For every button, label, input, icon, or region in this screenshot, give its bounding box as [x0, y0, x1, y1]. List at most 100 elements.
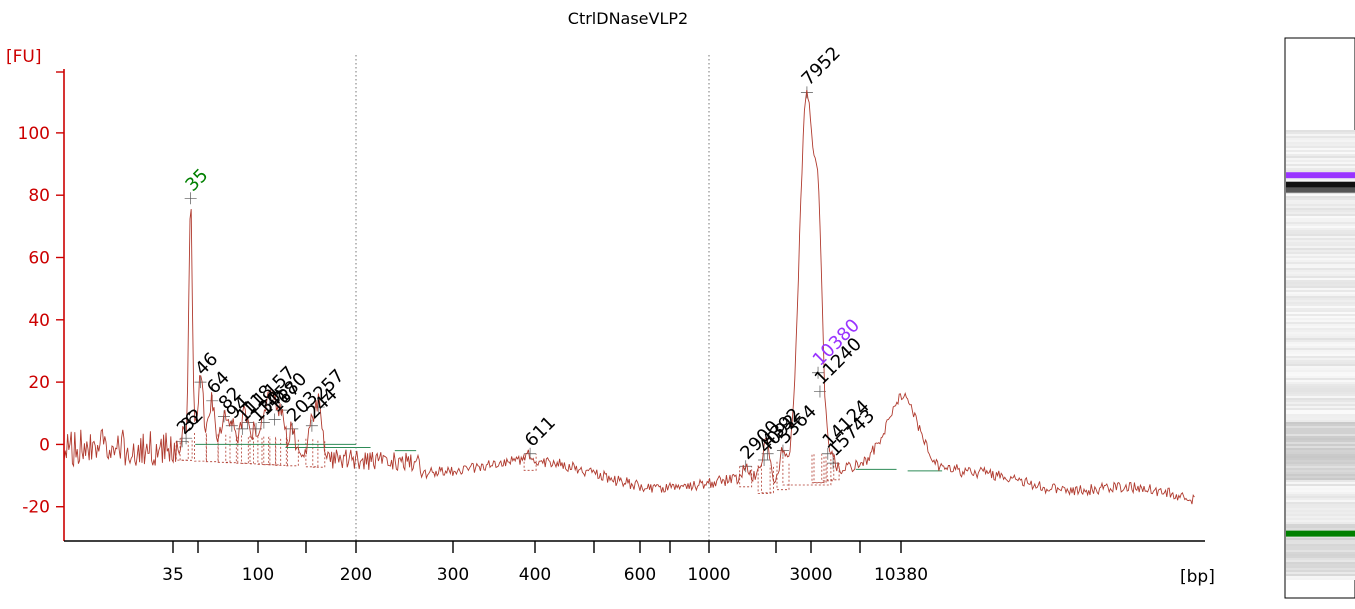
- gel-stripe: [1286, 476, 1355, 478]
- gel-stripe: [1286, 504, 1355, 506]
- gel-stripe: [1286, 214, 1355, 216]
- x-axis-label: [bp]: [1180, 567, 1215, 587]
- gel-stripe: [1286, 222, 1355, 224]
- gel-band-halo: [1286, 187, 1355, 193]
- gel-stripe: [1286, 412, 1355, 414]
- gel-stripe: [1286, 342, 1355, 344]
- peak-marker: [776, 444, 789, 457]
- gel-stripe: [1286, 294, 1355, 296]
- peak-region: [179, 438, 193, 461]
- gel-stripe: [1286, 376, 1355, 378]
- gel-stripe: [1286, 344, 1355, 346]
- gel-stripes: [1286, 130, 1355, 580]
- gel-stripe: [1286, 334, 1355, 336]
- gel-stripe: [1286, 252, 1355, 254]
- gel-stripe: [1286, 244, 1355, 246]
- gel-stripe: [1286, 364, 1355, 366]
- gel-stripe: [1286, 434, 1355, 436]
- trace-line: [63, 89, 1195, 505]
- gel-lane: [1284, 37, 1355, 599]
- gel-stripe: [1286, 480, 1355, 482]
- gel-stripe: [1286, 406, 1355, 408]
- gel-stripe: [1286, 132, 1355, 134]
- gel-stripe: [1286, 136, 1355, 138]
- gel-stripe: [1286, 322, 1355, 324]
- gel-stripe: [1286, 392, 1355, 394]
- gel-stripe: [1286, 178, 1355, 180]
- peak-region: [312, 439, 326, 468]
- gel-stripe: [1286, 138, 1355, 140]
- peak-region: [275, 437, 288, 466]
- gel-stripe: [1286, 368, 1355, 370]
- gel-stripe: [1286, 226, 1355, 228]
- gel-stripe: [1286, 526, 1355, 528]
- peak-regions: [175, 86, 943, 494]
- gel-stripe: [1286, 304, 1355, 306]
- gel-stripe: [1286, 450, 1355, 452]
- gel-stripe: [1286, 374, 1355, 376]
- gel-stripe: [1286, 348, 1355, 350]
- gel-stripe: [1286, 510, 1355, 512]
- peak-region: [821, 453, 835, 482]
- x-ticks: 35 100 200 300 400 600 1000 3000 10380: [162, 541, 928, 585]
- gel-stripe: [1286, 402, 1355, 404]
- gel-stripe: [1286, 490, 1355, 492]
- gel-stripe: [1286, 410, 1355, 412]
- gel-stripe: [1286, 218, 1355, 220]
- gel-stripe: [1286, 296, 1355, 298]
- gel-stripe: [1286, 446, 1355, 448]
- peak-marker: [812, 366, 825, 379]
- gel-stripe: [1286, 494, 1355, 496]
- gel-stripe: [1286, 538, 1355, 540]
- gel-stripe: [1286, 330, 1355, 332]
- peak-marker: [194, 376, 207, 389]
- gel-stripe: [1286, 554, 1355, 556]
- gel-stripe: [1286, 150, 1355, 152]
- y-tick-label: 100: [18, 124, 50, 144]
- gel-band-main-band: [1286, 181, 1355, 188]
- gel-stripe: [1286, 570, 1355, 572]
- gel-stripe: [1286, 550, 1355, 552]
- gel-stripe: [1286, 170, 1355, 172]
- peak-region: [757, 465, 771, 494]
- gel-stripe: [1286, 298, 1355, 300]
- peak-marker: [761, 447, 774, 460]
- gel-stripe: [1286, 424, 1355, 426]
- gel-stripe: [1286, 146, 1355, 148]
- y-tick-label: 40: [28, 311, 50, 331]
- gel-stripe: [1286, 246, 1355, 248]
- gel-stripe: [1286, 260, 1355, 262]
- gel-stripe: [1286, 352, 1355, 354]
- y-tick-label: 20: [28, 373, 50, 393]
- gel-stripe: [1286, 564, 1355, 566]
- gel-stripe: [1286, 302, 1355, 304]
- gel-stripe: [1286, 204, 1355, 206]
- gel-stripe: [1286, 514, 1355, 516]
- peak-marker: [305, 419, 318, 432]
- gel-stripe: [1286, 386, 1355, 388]
- peak-region: [194, 433, 207, 462]
- gel-stripe: [1286, 140, 1355, 142]
- peak-marker: [257, 416, 270, 429]
- gel-stripe: [1286, 310, 1355, 312]
- gel-stripe: [1286, 430, 1355, 432]
- gel-stripe: [1286, 232, 1355, 234]
- gel-stripe: [1286, 278, 1355, 280]
- gel-stripe: [1286, 338, 1355, 340]
- gel-stripe: [1286, 242, 1355, 244]
- gel-stripe: [1286, 340, 1355, 342]
- gel-stripe: [1286, 500, 1355, 502]
- gel-stripe: [1286, 240, 1355, 242]
- gel-stripe: [1286, 574, 1355, 576]
- peak-region: [285, 437, 299, 467]
- gel-band-lower-marker: [1286, 530, 1355, 537]
- gel-stripe: [1286, 324, 1355, 326]
- gel-stripe: [1286, 326, 1355, 328]
- gel-stripe: [1286, 576, 1355, 578]
- gridlines: [355, 55, 710, 541]
- gel-stripe: [1286, 198, 1355, 200]
- peak-marker: [758, 454, 771, 466]
- gel-stripe: [1286, 308, 1355, 310]
- peak-labels: 2632354664829411111813014515716718020324…: [173, 43, 879, 464]
- gel-stripe: [1286, 212, 1355, 214]
